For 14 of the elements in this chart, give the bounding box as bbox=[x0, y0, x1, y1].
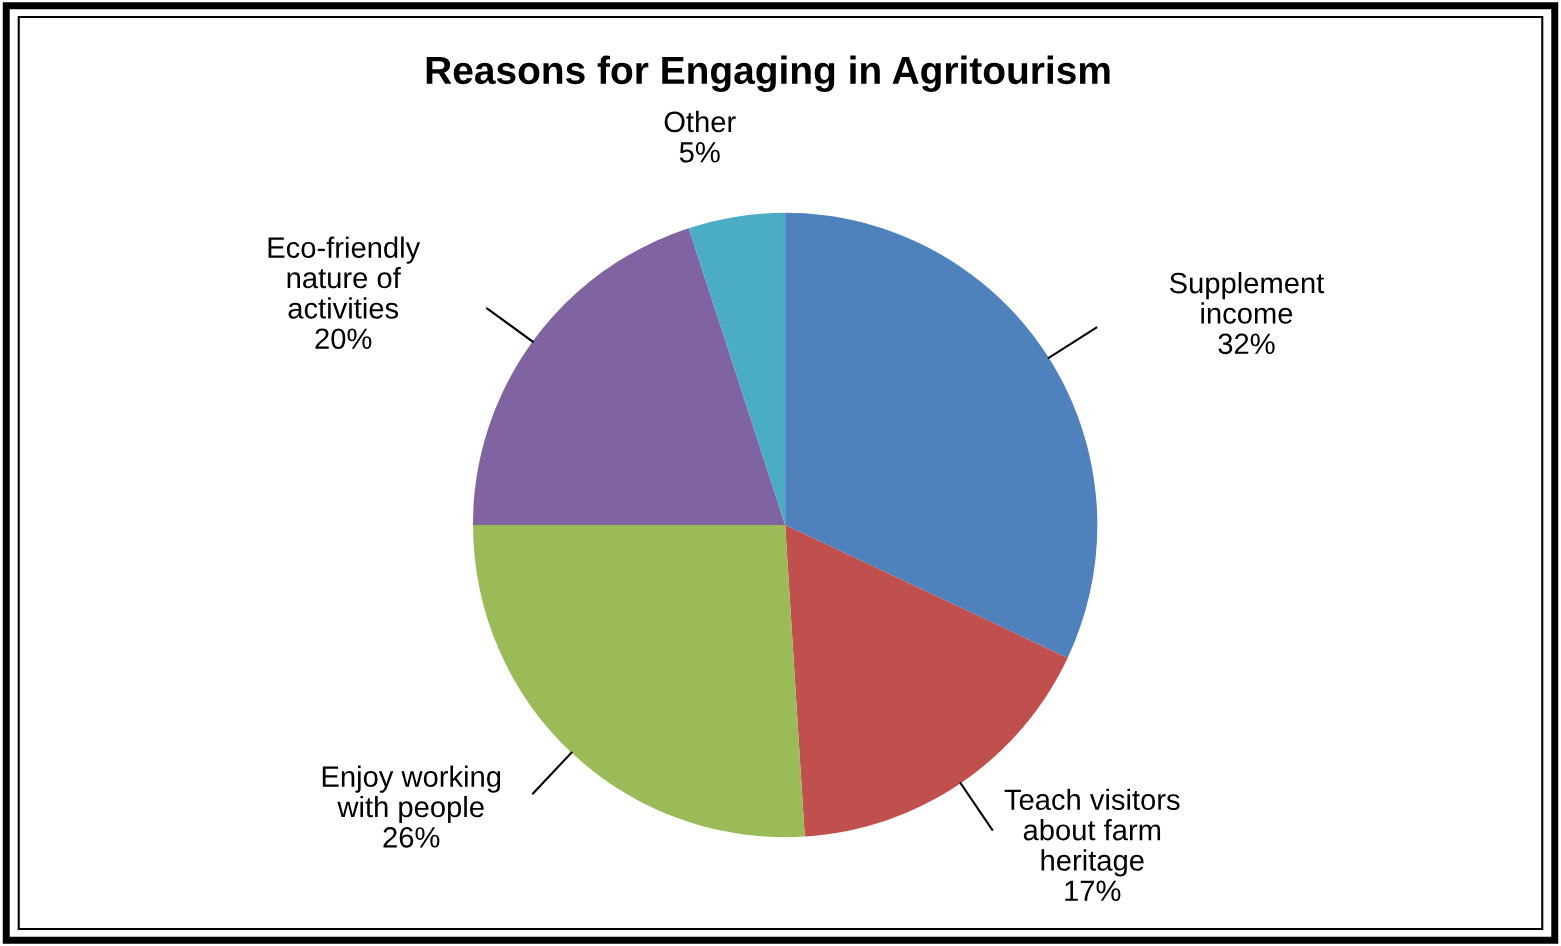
slice-label: Enjoy working with people bbox=[322, 765, 501, 824]
data-label: 26% bbox=[383, 827, 440, 848]
chart-title: Reasons for Engaging in Agritourism bbox=[426, 55, 1110, 92]
data-label: 5% bbox=[679, 142, 720, 163]
pie-slice bbox=[688, 212, 786, 526]
data-label: 20% bbox=[315, 328, 372, 350]
pie-slice bbox=[473, 228, 786, 526]
data-label: 17% bbox=[1065, 880, 1121, 902]
pie-slice bbox=[785, 212, 1098, 658]
slice-label: Supplement income bbox=[1169, 271, 1325, 324]
slice-label: Other bbox=[664, 110, 736, 133]
slice-label: Eco-friendly nature of activities bbox=[268, 236, 421, 319]
data-label: 32% bbox=[1218, 333, 1275, 355]
slice-label: Teach visitors about farm heritage bbox=[1004, 788, 1180, 877]
